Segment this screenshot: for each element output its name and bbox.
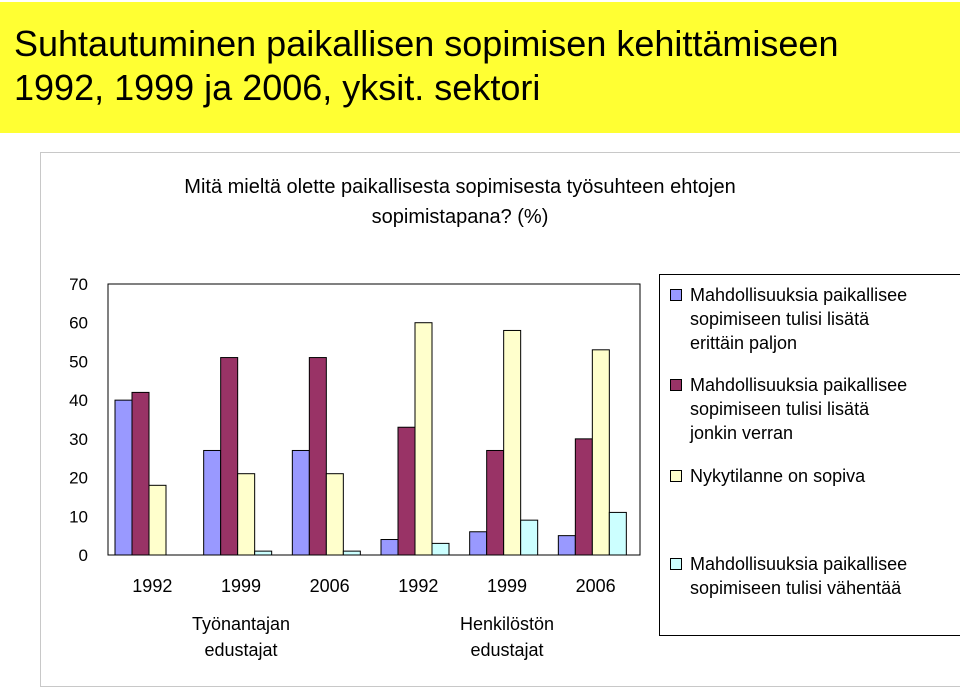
y-tick-label: 10 bbox=[69, 507, 88, 526]
chart-legend: Mahdollisuuksia paikallisee sopimiseen t… bbox=[659, 274, 960, 636]
y-tick-label: 70 bbox=[69, 275, 88, 294]
bar bbox=[291, 449, 310, 556]
legend-label: Mahdollisuuksia paikallisee sopimiseen t… bbox=[690, 285, 908, 353]
slide-title-line1: Suhtautuminen paikallisen sopimisen kehi… bbox=[14, 23, 839, 64]
bar bbox=[608, 511, 627, 556]
legend-label: Mahdollisuuksia paikallisee sopimiseen t… bbox=[690, 554, 908, 598]
y-tick-label: 0 bbox=[79, 546, 88, 565]
x-group-label: Työnantajan edustajat bbox=[192, 614, 290, 660]
bar bbox=[203, 449, 222, 556]
bar bbox=[503, 329, 522, 556]
bar bbox=[574, 438, 593, 556]
bar bbox=[237, 473, 256, 556]
bar bbox=[342, 550, 361, 556]
bar bbox=[325, 473, 344, 556]
x-group-label: Henkilöstön edustajat bbox=[460, 614, 554, 660]
x-tick-label: 2006 bbox=[310, 576, 350, 596]
legend-swatch bbox=[670, 558, 682, 570]
plot-area bbox=[107, 283, 641, 556]
y-tick-label: 20 bbox=[69, 469, 88, 488]
slide-title-band: Suhtautuminen paikallisen sopimisen kehi… bbox=[0, 2, 960, 133]
y-tick-label: 40 bbox=[69, 391, 88, 410]
legend-swatch bbox=[670, 289, 682, 301]
x-tick-label: 2006 bbox=[576, 576, 616, 596]
legend-label: Mahdollisuuksia paikallisee sopimiseen t… bbox=[690, 375, 908, 443]
bar bbox=[380, 539, 399, 556]
y-tick-label: 30 bbox=[69, 430, 88, 449]
slide-title-line2: 1992, 1999 ja 2006, yksit. sektori bbox=[14, 67, 541, 108]
bar bbox=[308, 357, 327, 556]
bar bbox=[131, 391, 150, 556]
legend-swatch bbox=[670, 379, 682, 391]
x-tick-label: 1992 bbox=[398, 576, 438, 596]
bar bbox=[591, 349, 610, 556]
bar bbox=[557, 535, 576, 556]
y-tick-label: 60 bbox=[69, 314, 88, 333]
bar bbox=[431, 542, 450, 556]
x-tick-label: 1992 bbox=[132, 576, 172, 596]
bar bbox=[148, 484, 167, 556]
bar bbox=[520, 519, 539, 556]
x-tick-label: 1999 bbox=[487, 576, 527, 596]
y-tick-label: 50 bbox=[69, 352, 88, 371]
bar bbox=[486, 449, 505, 556]
bar bbox=[397, 426, 416, 556]
chart-title: Mitä mieltä olette paikallisesta sopimis… bbox=[184, 176, 736, 228]
legend-swatch bbox=[670, 470, 682, 482]
legend-label: Nykytilanne on sopiva bbox=[690, 466, 866, 486]
bar bbox=[469, 531, 488, 556]
bar bbox=[254, 550, 273, 556]
x-tick-label: 1999 bbox=[221, 576, 261, 596]
bar bbox=[414, 322, 433, 556]
bar bbox=[114, 399, 133, 556]
bar bbox=[220, 357, 239, 556]
